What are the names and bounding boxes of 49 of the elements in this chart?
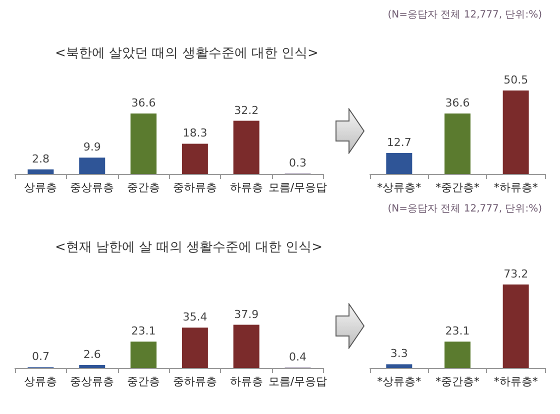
x-tick-label: *하류층* [494, 181, 538, 194]
x-tick-label: 중상류층 [70, 181, 114, 194]
data-label: 35.4 [182, 310, 208, 324]
data-label: 12.7 [386, 136, 412, 150]
bar [130, 114, 157, 174]
data-label: 36.6 [131, 96, 156, 110]
bar [79, 158, 106, 174]
x-tick-label: 모름/무응답 [268, 375, 328, 388]
data-label: 9.9 [83, 140, 101, 154]
chart-title: <북한에 살았던 때의 생활수준에 대한 인식> [55, 46, 318, 61]
x-tick-label: 상류층 [24, 375, 58, 388]
x-tick-label: *상류층* [377, 375, 422, 388]
data-label: 50.5 [504, 74, 528, 87]
data-label: 37.9 [234, 308, 259, 321]
bar [79, 365, 106, 368]
data-label: 0.7 [32, 350, 50, 364]
data-label: 32.2 [234, 104, 259, 117]
x-tick-label: 중상류층 [70, 375, 114, 388]
bar [233, 120, 260, 174]
bar [182, 144, 208, 174]
data-label: 3.3 [390, 347, 408, 360]
bar [182, 328, 208, 368]
x-tick-label: 모름/무응답 [268, 181, 328, 194]
x-tick-label: 중하류층 [172, 181, 217, 194]
x-tick-label: *중간층* [436, 375, 480, 388]
chart-title: <현재 남한에 살 때의 생활수준에 대한 인식> [55, 240, 323, 255]
data-label: 0.3 [289, 156, 307, 170]
text: (N=응답자 전체 12,777, 단위:%) [388, 204, 542, 214]
x-tick-label: *중간층* [436, 181, 480, 194]
data-label: 2.6 [83, 348, 101, 362]
x-tick-label: *하류층* [494, 375, 538, 388]
x-tick-label: 중하류층 [172, 375, 217, 388]
data-label: 0.4 [289, 350, 307, 364]
data-label: 73.2 [504, 268, 528, 281]
bar [233, 324, 260, 368]
data-label: 18.3 [182, 126, 208, 140]
x-tick-label: 중간층 [127, 375, 160, 388]
data-label: 23.1 [445, 324, 470, 338]
bar [28, 169, 54, 174]
x-tick-label: *상류층* [377, 181, 422, 194]
bar [130, 342, 157, 368]
x-tick-label: 상류층 [24, 181, 58, 194]
data-label: 36.6 [445, 96, 470, 110]
data-label: 2.8 [32, 152, 50, 166]
data-label: 23.1 [131, 324, 156, 338]
x-tick-label: 중간층 [127, 181, 160, 194]
x-tick-label: 하류층 [230, 375, 263, 388]
text: (N=응답자 전체 12,777, 단위:%) [388, 10, 542, 20]
x-tick-label: 하류층 [230, 181, 263, 194]
